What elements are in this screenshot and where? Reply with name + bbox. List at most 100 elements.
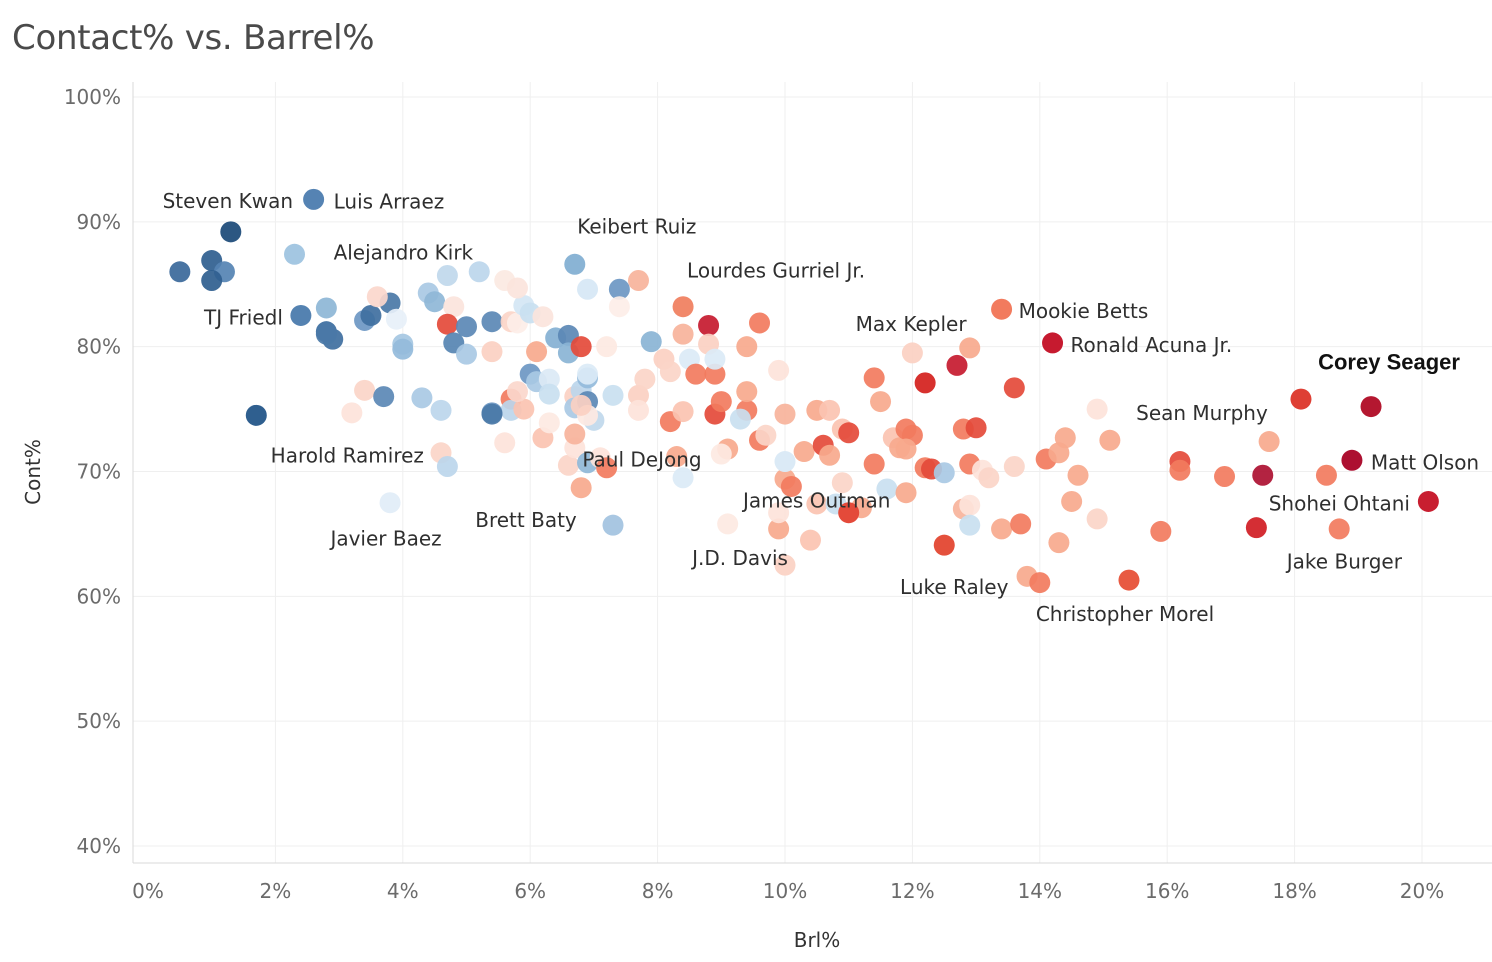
axes [132, 82, 1492, 864]
data-point [506, 381, 528, 403]
data-label: Paul DeJong [582, 448, 701, 472]
data-point [627, 399, 649, 421]
y-tick-label: 50% [77, 709, 121, 733]
data-point [863, 453, 885, 475]
chart-title: Contact% vs. Barrel% [12, 18, 375, 58]
data-point [494, 432, 516, 454]
data-point-labeled [245, 404, 267, 426]
data-point [538, 368, 560, 390]
data-point [577, 363, 599, 385]
data-label: TJ Friedl [203, 305, 283, 329]
data-point [901, 342, 923, 364]
data-label: Harold Ramirez [271, 443, 424, 467]
data-label: Steven Kwan [163, 189, 293, 213]
data-point [513, 398, 535, 420]
data-point [1258, 431, 1280, 453]
data-point-labeled [1042, 332, 1064, 354]
x-axis-title: Brl% [794, 928, 841, 952]
data-point [169, 261, 191, 283]
data-point-labeled [1245, 517, 1267, 539]
data-point [819, 444, 841, 466]
data-point [1169, 459, 1191, 481]
data-point [634, 368, 656, 390]
data-point [959, 494, 981, 516]
data-point [481, 311, 503, 333]
data-point [1150, 520, 1172, 542]
data-point-labeled [1360, 396, 1382, 418]
data-point [526, 341, 548, 363]
data-point [538, 383, 560, 405]
data-label: Brett Baty [475, 508, 577, 532]
data-point [799, 529, 821, 551]
data-point [430, 399, 452, 421]
data-point [780, 475, 802, 497]
data-point [436, 456, 458, 478]
data-point [774, 403, 796, 425]
data-point [710, 391, 732, 413]
data-point [608, 278, 630, 300]
data-label: Alejandro Kirk [334, 241, 474, 265]
data-point [443, 296, 465, 318]
data-point [201, 270, 223, 292]
data-point [506, 277, 528, 299]
data-point [698, 314, 720, 336]
gridlines [133, 82, 1492, 863]
data-point [736, 381, 758, 403]
data-point [424, 291, 446, 313]
data-point [627, 384, 649, 406]
data-point [806, 493, 828, 515]
data-points [169, 188, 1439, 594]
data-point [736, 336, 758, 358]
data-point [965, 417, 987, 439]
data-point [315, 297, 337, 319]
data-point-labeled [315, 321, 337, 343]
data-point [481, 341, 503, 363]
data-label: James Outman [741, 489, 890, 513]
data-point [284, 243, 306, 265]
x-tick-label: 0% [132, 879, 164, 903]
data-point [1214, 465, 1236, 487]
x-tick-label: 12% [890, 879, 934, 903]
data-point [870, 391, 892, 413]
data-point [768, 518, 790, 540]
x-tick-label: 8% [642, 879, 674, 903]
x-tick-label: 4% [387, 879, 419, 903]
data-point [959, 337, 981, 359]
data-point [596, 457, 618, 479]
x-tick-label: 16% [1145, 879, 1189, 903]
data-point [895, 438, 917, 460]
data-point-labeled [672, 296, 694, 318]
data-point [729, 408, 751, 430]
data-point-labeled [991, 298, 1013, 320]
data-point [1086, 508, 1108, 530]
data-point [456, 343, 477, 365]
data-point [596, 336, 618, 358]
data-point [978, 467, 1000, 489]
data-label: Christopher Morel [1036, 602, 1214, 626]
data-point [819, 399, 841, 421]
x-tick-label: 6% [514, 879, 546, 903]
data-point [1029, 572, 1051, 594]
data-label: Jake Burger [1285, 550, 1403, 574]
y-axis-ticks: 40% 50% 60% 70% 80% 90% 100% [64, 85, 121, 858]
data-point [602, 384, 624, 406]
data-point [373, 386, 395, 408]
data-point [436, 313, 458, 335]
data-point-labeled [303, 188, 325, 210]
data-point [564, 423, 586, 445]
point-labels: Steven Kwan Luis Arraez Alejandro Kirk TJ F… [163, 189, 1480, 626]
data-label: Javier Baez [328, 527, 441, 551]
x-tick-label: 18% [1272, 879, 1316, 903]
data-point [666, 446, 688, 468]
data-point [659, 361, 681, 383]
data-point [570, 477, 592, 499]
data-point [710, 443, 732, 465]
data-label: Matt Olson [1371, 450, 1479, 474]
data-point [793, 441, 815, 463]
data-label: Sean Murphy [1136, 401, 1268, 425]
data-point [1048, 532, 1070, 554]
data-label: J.D. Davis [690, 546, 788, 570]
data-point [895, 482, 917, 504]
data-point-labeled [1290, 388, 1312, 410]
